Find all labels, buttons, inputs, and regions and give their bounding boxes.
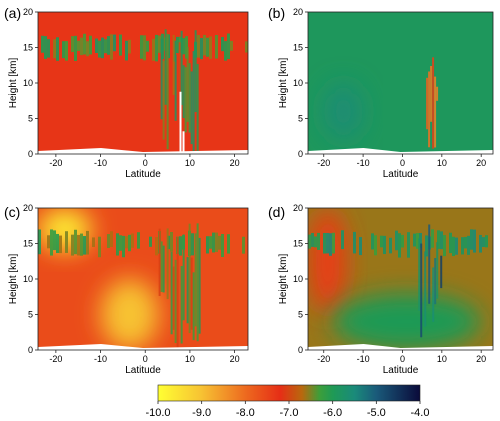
x-tick-label: 20 (230, 158, 240, 168)
y-tick-label: 5 (298, 114, 303, 124)
y-axis-label: Height [km] (278, 57, 289, 108)
x-tick-label: -10 (94, 354, 107, 364)
colorbar-tick-label: -8.0 (236, 407, 255, 419)
heatmap-layer (38, 229, 245, 258)
colorbar-tick-label: -10.0 (145, 407, 170, 419)
y-tick-label: 20 (23, 7, 33, 17)
panel-label: (c) (4, 204, 20, 220)
heatmap-region (323, 83, 364, 140)
y-tick-label: 10 (293, 78, 303, 88)
y-tick-label: 0 (28, 345, 33, 355)
panel-3: -20 -10 0 10 20 0 5 10 15 20 Latitude Height [km] (c… (4, 203, 249, 376)
y-tick-label: 0 (298, 345, 303, 355)
panel-4: -20 -10 0 10 20 0 5 10 15 20 Latitude Height [km] (d… (268, 203, 494, 376)
y-tick-label: 15 (23, 43, 33, 53)
heatmap-column (426, 57, 439, 149)
panel-label: (a) (4, 5, 21, 21)
colorbar-tick-label: -6.0 (323, 407, 342, 419)
y-tick-label: 0 (28, 149, 33, 159)
x-tick-label: -20 (49, 158, 62, 168)
heatmap-background (38, 12, 248, 154)
heatmap-column (418, 224, 443, 338)
heatmap-area (308, 12, 493, 154)
y-tick-label: 20 (293, 203, 303, 213)
y-tick-label: 5 (28, 114, 33, 124)
x-tick-label: 0 (143, 158, 148, 168)
y-tick-label: 10 (23, 274, 33, 284)
x-tick-label: 20 (476, 354, 486, 364)
heatmap-region (308, 208, 348, 315)
x-tick-label: 20 (476, 158, 486, 168)
colorbar-tick-label: -5.0 (367, 407, 386, 419)
x-tick-label: 0 (400, 354, 405, 364)
heatmap-region (331, 293, 482, 350)
x-axis-label: Latitude (125, 169, 161, 180)
heatmap-area (38, 12, 248, 154)
heatmap-layer (308, 229, 488, 258)
x-axis-label: Latitude (383, 169, 419, 180)
panel-2: -20 -10 0 10 20 0 5 10 15 20 Latitude Height [km] (b… (268, 5, 494, 180)
x-tick-label: -10 (357, 158, 370, 168)
heatmap-region (100, 279, 159, 350)
y-axis-label: Height [km] (278, 253, 289, 304)
x-axis-label: Latitude (125, 365, 161, 376)
panel-label: (b) (268, 5, 285, 21)
x-tick-label: 10 (185, 158, 195, 168)
panels: -20 -10 0 10 20 0 5 10 15 20 Latitude Height [km] (a… (4, 5, 494, 376)
surface-mask (308, 148, 493, 154)
colorbar-tick-label: -7.0 (280, 407, 299, 419)
x-tick-label: 10 (437, 354, 447, 364)
y-tick-label: 20 (23, 203, 33, 213)
heatmap-column (160, 29, 199, 152)
y-tick-label: 15 (293, 43, 303, 53)
x-tick-label: 10 (437, 158, 447, 168)
x-tick-label: -10 (94, 158, 107, 168)
surface-mask (38, 148, 248, 154)
surface-mask (38, 344, 248, 350)
x-tick-label: -10 (357, 354, 370, 364)
x-tick-label: -20 (317, 354, 330, 364)
panel-label: (d) (268, 204, 285, 220)
y-axis-label: Height [km] (8, 253, 19, 304)
panel-1: -20 -10 0 10 20 0 5 10 15 20 Latitude Height [km] (a… (4, 5, 249, 180)
y-tick-label: 15 (293, 239, 303, 249)
x-tick-label: 10 (185, 354, 195, 364)
colorbar-tick-label: -9.0 (192, 407, 211, 419)
y-tick-label: 15 (23, 239, 33, 249)
x-tick-label: -20 (49, 354, 62, 364)
x-tick-label: 0 (400, 158, 405, 168)
x-tick-label: 0 (143, 354, 148, 364)
y-tick-label: 5 (28, 310, 33, 320)
heatmap-column (158, 223, 201, 350)
surface-mask (308, 344, 493, 350)
data-gap (179, 91, 185, 154)
colorbar-tick-label: -4.0 (411, 407, 430, 419)
y-tick-label: 20 (293, 7, 303, 17)
x-tick-label: -20 (317, 158, 330, 168)
colorbar: -10.0 -9.0 -8.0 -7.0 -6.0 -5.0 -4.0 (145, 384, 430, 419)
y-tick-label: 10 (23, 78, 33, 88)
y-tick-label: 0 (298, 149, 303, 159)
heatmap-area (38, 208, 248, 350)
y-axis-label: Height [km] (8, 57, 19, 108)
y-tick-label: 10 (293, 274, 303, 284)
x-tick-label: 20 (230, 354, 240, 364)
heatmap-area (308, 208, 493, 350)
x-axis-label: Latitude (383, 365, 419, 376)
y-tick-label: 5 (298, 310, 303, 320)
colorbar-gradient (157, 384, 421, 402)
